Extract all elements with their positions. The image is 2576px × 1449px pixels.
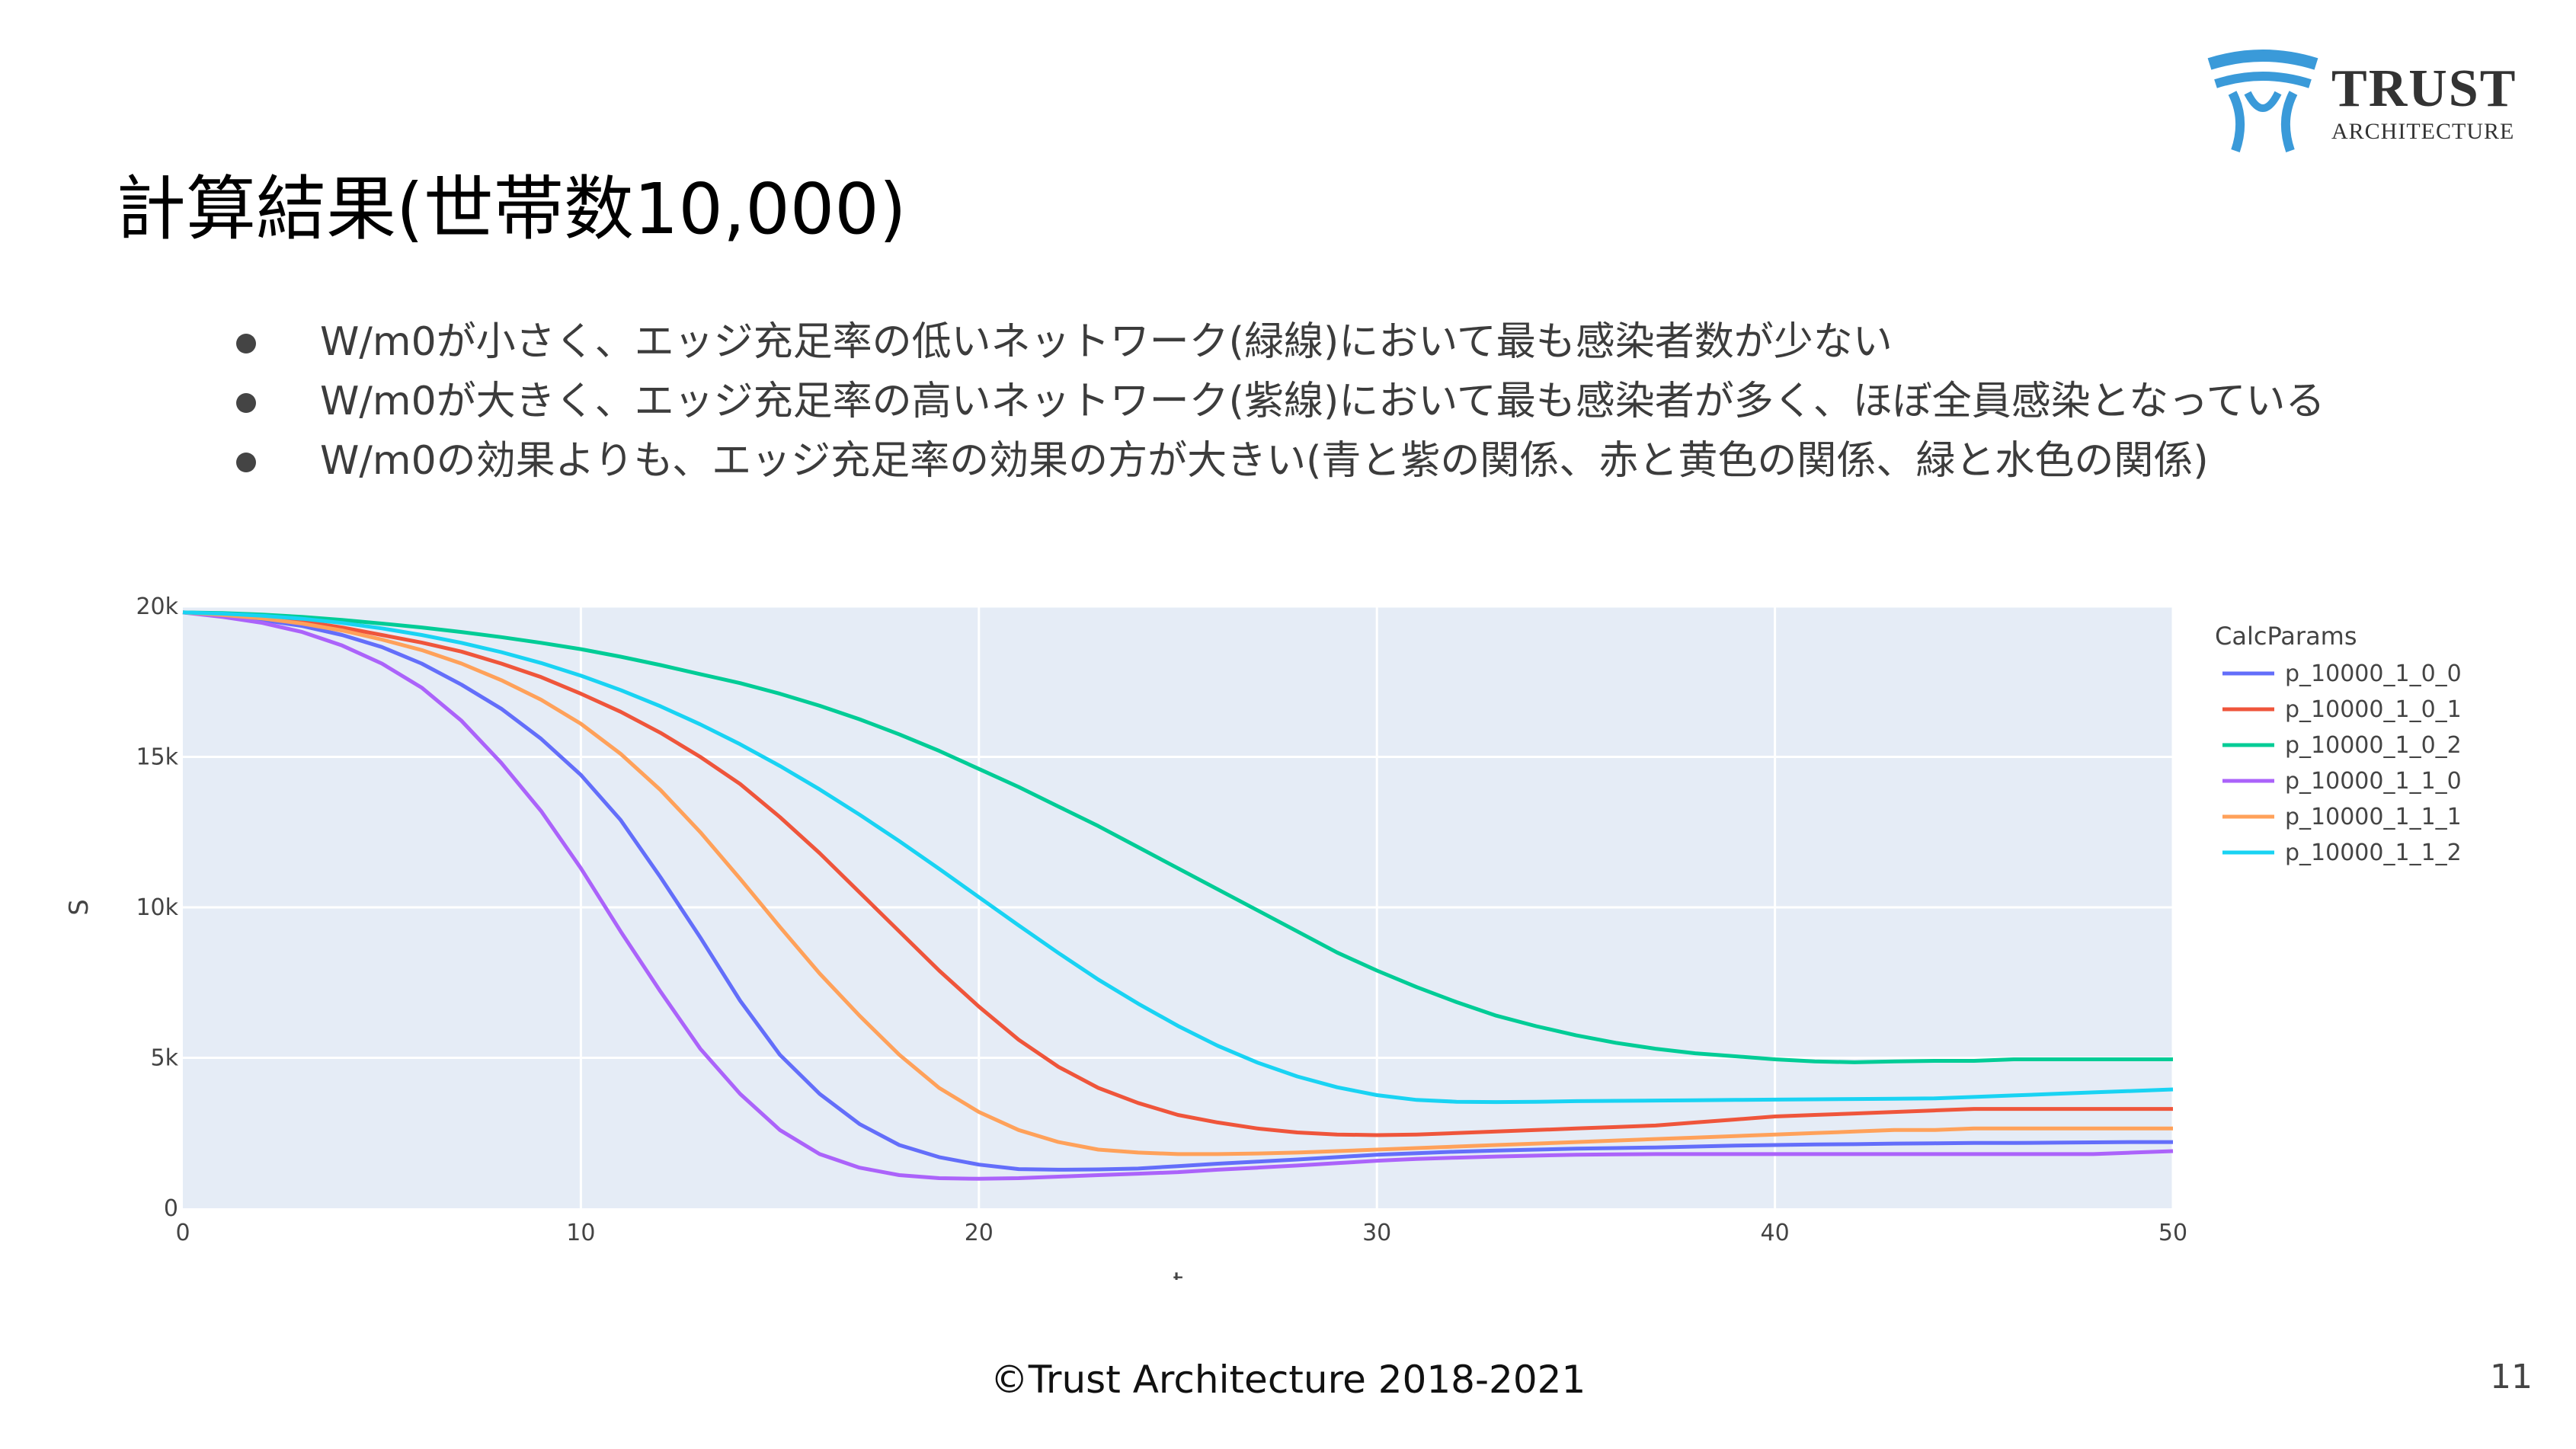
- x-tick-label: 50: [2158, 1220, 2187, 1246]
- y-tick-label: 15k: [136, 744, 178, 771]
- legend-title: CalcParams: [2215, 622, 2357, 651]
- bullet-item: W/m0が大きく、エッジ充足率の高いネットワーク(紫線)において最も感染者が多く…: [229, 372, 2325, 431]
- y-tick-label: 20k: [136, 593, 178, 620]
- logo-name: TRUST: [2331, 59, 2517, 118]
- logo-subname: ARCHITECTURE: [2331, 119, 2515, 144]
- bullet-list: W/m0が小さく、エッジ充足率の低いネットワーク(緑線)において最も感染者数が少…: [229, 312, 2325, 491]
- bullet-item: W/m0が小さく、エッジ充足率の低いネットワーク(緑線)において最も感染者数が少…: [229, 312, 2325, 372]
- x-tick-label: 10: [566, 1220, 595, 1246]
- y-axis-label: S: [64, 899, 94, 916]
- company-logo: TRUST ARCHITECTURE: [2202, 47, 2537, 154]
- legend-entry: p_10000_1_0_2: [2285, 732, 2462, 759]
- x-tick-label: 0: [175, 1220, 190, 1246]
- legend-entry: p_10000_1_1_0: [2285, 768, 2462, 795]
- legend-entry: p_10000_1_1_2: [2285, 840, 2462, 866]
- y-tick-label: 10k: [136, 894, 178, 921]
- page-number: 11: [2490, 1358, 2533, 1396]
- legend-entry: p_10000_1_0_1: [2285, 696, 2462, 723]
- y-tick-label: 5k: [151, 1045, 179, 1072]
- legend-entry: p_10000_1_1_1: [2285, 804, 2462, 830]
- legend-entry: p_10000_1_0_0: [2285, 661, 2462, 687]
- y-tick-label: 0: [164, 1195, 178, 1222]
- series-line-p_10000_1_1_2: [182, 610, 2174, 1105]
- series-line-p_10000_1_0_1: [182, 610, 2173, 1137]
- series-line-p_10000_1_0_0: [182, 610, 2173, 1172]
- x-tick-label: 30: [1362, 1220, 1391, 1246]
- bullet-item: W/m0の効果よりも、エッジ充足率の効果の方が大きい(青と紫の関係、赤と黄色の関…: [229, 431, 2325, 491]
- x-tick-label: 20: [965, 1220, 994, 1246]
- x-axis-label: t: [1173, 1267, 1182, 1280]
- series-line-p_10000_1_1_1: [182, 610, 2173, 1156]
- line-chart: 0 10 20 30 40 50 0 5k 10k 15k 20k t S CalcParams p_100…: [64, 593, 2462, 1280]
- footer-copyright: ©Trust Architecture 2018-2021: [990, 1358, 1586, 1402]
- series-line-p_10000_1_1_0: [182, 610, 2174, 1181]
- x-tick-label: 40: [1761, 1220, 1790, 1246]
- series-line-p_10000_1_0_2: [182, 610, 2173, 1064]
- logo-emblem-icon: [2207, 50, 2318, 152]
- slide-title: 計算結果(世帯数10,000): [116, 168, 907, 250]
